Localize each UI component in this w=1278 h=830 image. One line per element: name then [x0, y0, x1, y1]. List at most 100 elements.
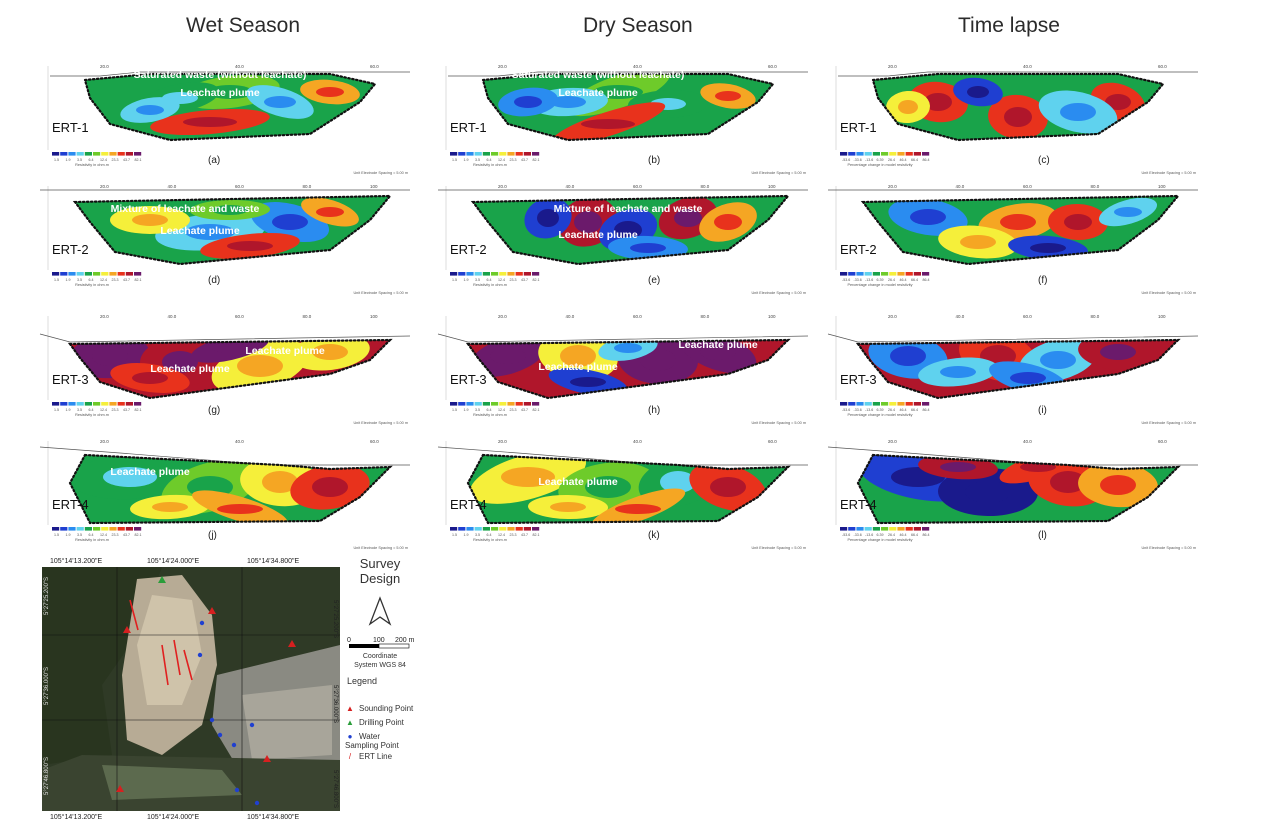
color-scale-swatch — [856, 402, 864, 406]
color-scale-swatch — [125, 527, 133, 531]
color-scale-tick: 66.4 — [911, 408, 918, 412]
ert-panel-i: 20.0 40.0 60.0 80.0 100 ERT-3 -53.6 -33.6 -13.6 6… — [818, 312, 1199, 430]
distance-tick: 40.0 — [633, 439, 642, 444]
color-scale-swatch — [856, 527, 864, 531]
electrode-spacing-note: Unit Electrode Spacing = 5.00 m — [751, 546, 806, 550]
color-scale-tick: 1.5 — [452, 158, 457, 162]
distance-tick: 60.0 — [235, 314, 244, 319]
scale-bar: 0 100 200 m — [347, 637, 415, 649]
ert-panel-k: 20.0 40.0 60.0 ERT-4 Leachate plume 1.5 1.9 3.5… — [428, 437, 808, 555]
distance-tick: 60.0 — [370, 439, 379, 444]
color-scale-tick: 82.1 — [135, 533, 142, 537]
color-scale-swatch — [450, 152, 458, 156]
ert-panel-b: 20.0 40.0 60.0 ERT-1 Saturated waste (withou… — [428, 62, 808, 180]
color-scale-caption: Resistivity in ohm.m — [75, 538, 109, 542]
panel-letter: (d) — [208, 275, 220, 286]
map-bottom-coord: 105°14'24.000"E — [147, 813, 199, 821]
color-scale-tick: 1.9 — [66, 158, 71, 162]
color-scale-tick: 12.4 — [498, 408, 505, 412]
color-scale-tick: 1.5 — [54, 533, 59, 537]
distance-tick: 60.0 — [1023, 184, 1032, 189]
anomaly-boundary — [856, 453, 1181, 525]
color-scale-tick: 1.5 — [54, 278, 59, 282]
water-sampling-icon — [209, 717, 215, 723]
annotation-label: Leachate plume — [160, 225, 240, 237]
water-sampling-icon — [199, 620, 205, 626]
distance-tick: 40.0 — [1023, 64, 1032, 69]
color-scale-caption: Percentage change in model resistivity — [847, 163, 912, 167]
color-scale-swatch — [60, 152, 68, 156]
color-scale-tick: 6.4 — [487, 408, 492, 412]
map-right-coord: 5°27'36.000"S — [332, 685, 338, 723]
color-scale-swatch — [466, 272, 474, 276]
topography-line — [39, 333, 411, 343]
color-scale-swatch — [117, 402, 125, 406]
color-scale-swatch — [922, 402, 930, 406]
survey-map: 105°14'13.200"E 105°14'24.000"E 105°14'3… — [42, 555, 340, 821]
color-scale-tick: 1.9 — [464, 278, 469, 282]
color-scale-tick: 6.4 — [487, 533, 492, 537]
distance-tick: 20.0 — [888, 314, 897, 319]
ert-panel-c: 20.0 40.0 60.0 ERT-1 -53.6 -33.6 -13.6 6.39 26.4… — [818, 62, 1198, 180]
anomaly-boundary — [68, 453, 393, 525]
triangle-icon: ▲ — [346, 718, 354, 727]
color-scale-swatch — [881, 152, 889, 156]
color-scale-swatch — [491, 152, 499, 156]
color-scale-swatch — [507, 272, 515, 276]
color-scale-swatch — [507, 527, 515, 531]
color-scale-caption: Percentage change in model resistivity — [847, 283, 912, 287]
color-scale-tick: 86.4 — [923, 533, 930, 537]
color-scale-swatch — [515, 402, 523, 406]
map-top-coord: 105°14'13.200"E — [50, 557, 102, 565]
legend-item-sounding-point: ▲ Sounding Point — [345, 704, 413, 713]
annotation-label: Leachate plume — [538, 361, 618, 373]
color-scale-swatch — [848, 527, 856, 531]
color-scale-swatch — [840, 152, 848, 156]
ert-line-4 — [183, 649, 193, 681]
distance-tick: 80.0 — [701, 314, 710, 319]
color-scale-swatch — [474, 402, 482, 406]
annotation-label: Mixture of leachate and waste — [554, 203, 703, 215]
color-scale-tick: 3.5 — [475, 158, 480, 162]
ert-section-i: 20.0 40.0 60.0 80.0 100 ERT-3 -53.6 -33.6 -13.6 6… — [827, 314, 1199, 425]
color-scale-tick: 86.4 — [923, 158, 930, 162]
color-scale-swatch — [848, 402, 856, 406]
color-scale-swatch — [889, 272, 897, 276]
legend-heading: Legend — [347, 676, 377, 686]
annotation-label: Mixture of leachate and waste — [111, 203, 260, 215]
color-scale-tick: 3.5 — [77, 533, 82, 537]
anomaly-boundary — [470, 194, 791, 266]
map-top-coord: 105°14'24.000"E — [147, 557, 199, 565]
color-scale-swatch — [872, 152, 880, 156]
water-sampling-icon — [254, 800, 260, 806]
annotation-label: Leachate plume — [558, 229, 638, 241]
color-scale-swatch — [881, 272, 889, 276]
color-scale-swatch — [840, 527, 848, 531]
color-scale-swatch — [474, 527, 482, 531]
color-scale-swatch — [913, 527, 921, 531]
satellite-map-image: 105°14'13.200"E 105°14'24.000"E 105°14'3… — [42, 557, 340, 821]
color-scale-tick: 46.4 — [900, 533, 907, 537]
electrode-spacing-note: Unit Electrode Spacing = 5.00 m — [353, 546, 408, 550]
color-scale-tick: 3.5 — [77, 408, 82, 412]
dot-icon: ● — [347, 732, 353, 741]
panel-letter: (f) — [1038, 275, 1047, 286]
color-scale-tick: 66.4 — [911, 158, 918, 162]
sounding-point-icon — [208, 607, 216, 614]
ert-line-label: ERT-4 — [52, 497, 89, 512]
north-arrow-and-scale: 0 100 200 m Coordinate System WGS 84 Leg… — [347, 596, 415, 686]
color-scale-tick: 82.1 — [135, 278, 142, 282]
color-scale-swatch — [523, 527, 531, 531]
color-scale-caption: Resistivity in ohm.m — [473, 413, 507, 417]
color-scale-swatch — [68, 527, 76, 531]
ert-panel-f: 20.0 40.0 60.0 80.0 100 ERT-2 -53.6 -33.6 -13.6 6… — [818, 182, 1198, 300]
color-scale-tick: 26.4 — [888, 533, 895, 537]
ert-panel-l: 20.0 40.0 60.0 ERT-4 -53.6 -33.6 -13.6 6.39 26.4… — [818, 437, 1198, 555]
color-scale-swatch — [458, 272, 466, 276]
ert-line-label: ERT-2 — [52, 242, 89, 257]
color-scale-tick: 1.9 — [464, 533, 469, 537]
color-scale-tick: 23.3 — [510, 533, 517, 537]
color-scale-tick: 82.1 — [533, 278, 540, 282]
color-scale-swatch — [848, 152, 856, 156]
ert-line-label: ERT-3 — [450, 372, 487, 387]
